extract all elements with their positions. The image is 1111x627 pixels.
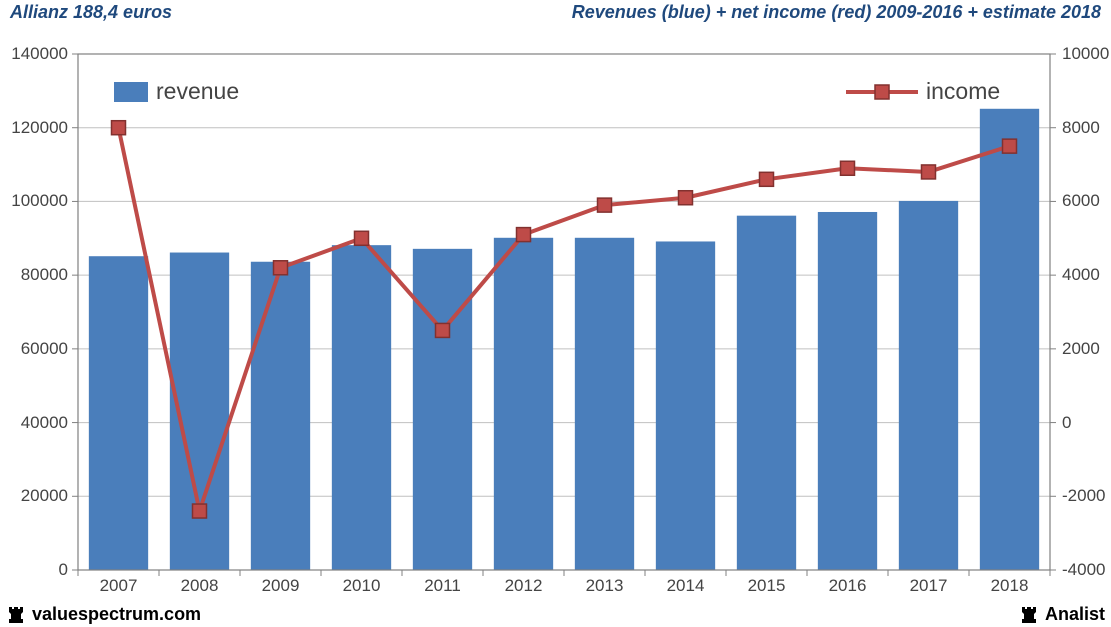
- footer-left: valuespectrum.com: [6, 604, 201, 625]
- x-tick: 2012: [494, 576, 554, 596]
- footer-left-text: valuespectrum.com: [32, 604, 201, 625]
- income-marker: [355, 231, 369, 245]
- legend-income-label: income: [926, 78, 1000, 105]
- income-marker: [760, 172, 774, 186]
- income-marker: [922, 165, 936, 179]
- x-tick: 2018: [980, 576, 1040, 596]
- x-tick: 2009: [251, 576, 311, 596]
- y-right-tick: -2000: [1062, 486, 1105, 506]
- bar: [332, 246, 390, 570]
- y-right-tick: 8000: [1062, 118, 1100, 138]
- x-tick: 2010: [332, 576, 392, 596]
- x-tick: 2008: [170, 576, 230, 596]
- bar: [494, 238, 552, 570]
- x-tick: 2011: [413, 576, 473, 596]
- legend-revenue-label: revenue: [156, 78, 239, 105]
- x-tick: 2016: [818, 576, 878, 596]
- footer-right: Analist: [1019, 604, 1105, 625]
- x-tick: 2013: [575, 576, 635, 596]
- y-left-tick: 20000: [21, 486, 68, 506]
- x-tick: 2007: [89, 576, 149, 596]
- y-right-tick: 6000: [1062, 191, 1100, 211]
- chart-frame: { "title_left": "Allianz 188,4 euros", "…: [0, 0, 1111, 627]
- legend-revenue-swatch: [114, 82, 148, 102]
- legend-income: income: [846, 78, 1000, 105]
- y-right-tick: 4000: [1062, 265, 1100, 285]
- income-marker: [1003, 139, 1017, 153]
- bar: [413, 249, 471, 570]
- y-left-tick: 140000: [11, 44, 68, 64]
- bar: [980, 109, 1038, 570]
- y-left-tick: 80000: [21, 265, 68, 285]
- y-left-tick: 0: [59, 560, 68, 580]
- income-marker: [112, 121, 126, 135]
- bar: [899, 201, 957, 570]
- bar: [656, 242, 714, 570]
- income-marker: [517, 228, 531, 242]
- x-tick: 2014: [656, 576, 716, 596]
- bar: [89, 257, 147, 570]
- income-marker: [436, 323, 450, 337]
- bar: [251, 262, 309, 570]
- income-marker: [193, 504, 207, 518]
- y-right-tick: 10000: [1062, 44, 1109, 64]
- y-right-tick: -4000: [1062, 560, 1105, 580]
- income-marker: [598, 198, 612, 212]
- income-marker: [841, 161, 855, 175]
- income-marker: [679, 191, 693, 205]
- y-left-tick: 120000: [11, 118, 68, 138]
- legend-revenue: revenue: [114, 78, 239, 105]
- bar: [575, 238, 633, 570]
- y-left-tick: 100000: [11, 191, 68, 211]
- income-marker: [274, 261, 288, 275]
- rook-icon: [1019, 605, 1039, 625]
- y-left-tick: 40000: [21, 413, 68, 433]
- legend-income-swatch: [846, 81, 918, 103]
- x-tick: 2015: [737, 576, 797, 596]
- bar: [737, 216, 795, 570]
- y-right-tick: 2000: [1062, 339, 1100, 359]
- rook-icon: [6, 605, 26, 625]
- footer-right-text: Analist: [1045, 604, 1105, 625]
- bar: [818, 212, 876, 570]
- x-tick: 2017: [899, 576, 959, 596]
- y-left-tick: 60000: [21, 339, 68, 359]
- y-right-tick: 0: [1062, 413, 1071, 433]
